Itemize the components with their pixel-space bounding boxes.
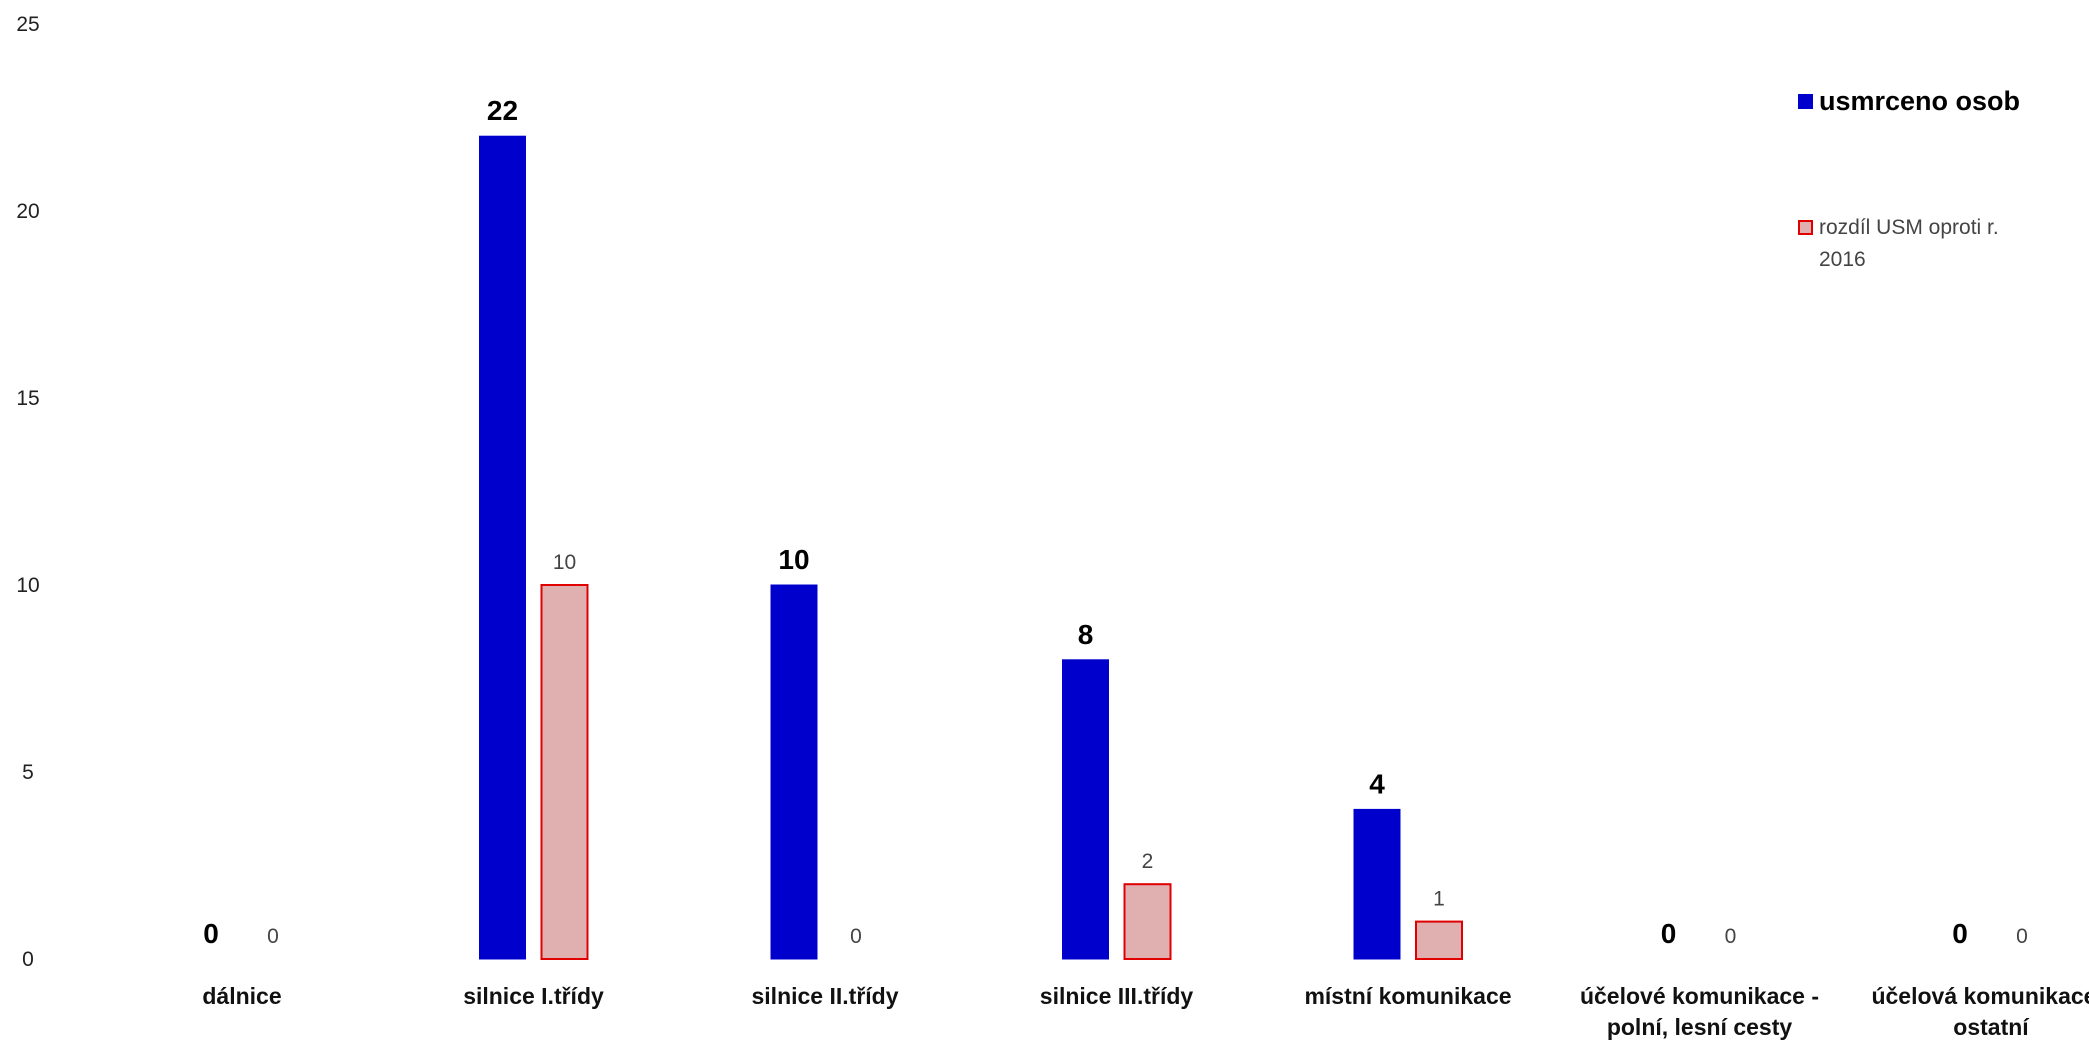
data-label-s2-2: 0 [850,925,862,948]
data-label-s2-1: 10 [553,551,576,574]
data-label-s1-0: 0 [203,918,219,949]
x-tick-label-5-line-0: účelové komunikace - [1580,983,1819,1009]
x-tick-label-4: místní komunikace [1304,983,1511,1009]
y-tick-label-2: 10 [16,574,39,597]
legend-label-series-2: rozdíl USM oproti r. 2016 [1819,216,1999,271]
data-label-s1-4: 4 [1369,768,1385,799]
legend-item-series-2: rozdíl USM oproti r. 2016 [1798,212,2048,276]
bar-s2-4 [1415,920,1463,960]
bar-s1-2 [770,584,818,960]
bars [479,135,1463,961]
bar-s2-1 [540,584,589,960]
data-label-s1-3: 8 [1078,619,1094,650]
legend-swatch-series-2 [1798,220,1813,235]
x-tick-label-1: silnice I.třídy [463,983,604,1009]
y-tick-label-5: 25 [16,13,39,36]
x-tick-label-5-line-1: polní, lesní cesty [1607,1014,1793,1040]
x-tick-label-0: dálnice [202,983,281,1009]
legend-swatch-series-1 [1798,94,1813,109]
x-tick-label-6-line-1: ostatní [1953,1014,2030,1040]
bar-s1-1 [479,135,526,960]
y-tick-label-3: 15 [16,387,39,410]
x-axis: dálnice silnice I.třídy silnice II.třídy si… [202,983,2089,1040]
legend-item-series-1: usmrceno osob [1798,86,2020,117]
y-axis: 0 5 10 15 20 25 [16,13,39,971]
x-tick-label-2: silnice II.třídy [752,983,899,1009]
x-tick-label-6-line-0: účelová komunikace - [1871,983,2089,1009]
data-label-s2-4: 1 [1433,888,1445,911]
y-tick-label-1: 5 [22,761,34,784]
data-label-s1-1: 22 [487,95,518,126]
bar-s2-3 [1123,883,1172,961]
bar-s1-4 [1353,808,1401,960]
data-label-s2-6: 0 [2016,925,2028,948]
y-tick-label-4: 20 [16,200,39,223]
data-label-s2-0: 0 [267,925,279,948]
data-label-s1-2: 10 [778,544,809,575]
legend-label-series-1: usmrceno osob [1819,86,2021,116]
y-tick-label-0: 0 [22,948,34,971]
bar-s1-3 [1062,659,1109,960]
data-label-s2-3: 2 [1142,850,1154,873]
data-label-s1-5: 0 [1661,918,1677,949]
data-label-s2-5: 0 [1725,925,1737,948]
data-label-s1-6: 0 [1952,918,1968,949]
x-tick-label-3: silnice III.třídy [1040,983,1194,1009]
